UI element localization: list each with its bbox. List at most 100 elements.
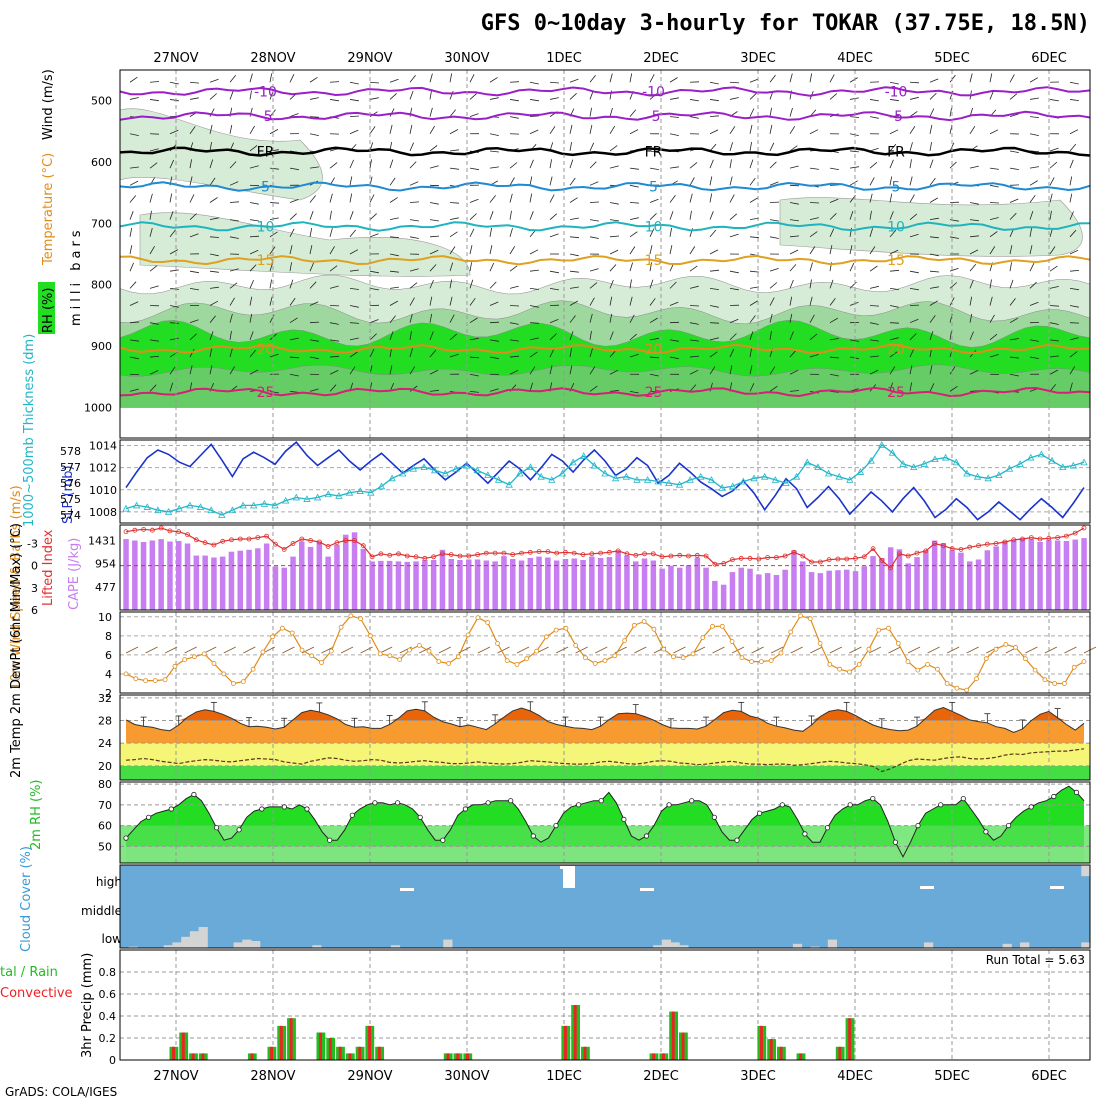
wind-barb — [1029, 339, 1039, 342]
wind-speed-point — [240, 679, 246, 684]
li-point — [976, 543, 981, 549]
li-point — [1020, 536, 1025, 542]
thickness-point — [835, 472, 843, 480]
wind-barb — [909, 81, 920, 84]
wind-barb — [509, 99, 519, 102]
wind-barb — [449, 246, 456, 255]
wind-barb — [669, 116, 680, 118]
cape-bar — [457, 560, 463, 610]
wind-barb — [209, 253, 219, 257]
thickness-point — [303, 495, 311, 502]
wind-barb — [969, 219, 979, 222]
wind-barb — [609, 235, 620, 238]
li-point — [905, 553, 911, 559]
wind-barb — [709, 211, 714, 220]
wind-barb — [949, 385, 958, 392]
wind-barb — [189, 270, 199, 274]
li-point — [352, 538, 357, 543]
wind10m-panel: 10m Wind Speed & Barbs (m/s) 2 4 6 8 10 — [9, 485, 1097, 700]
wind-barb — [709, 337, 719, 341]
wind-barb — [209, 286, 219, 289]
thickness-point — [484, 471, 492, 479]
wind-tick: 6 — [105, 649, 112, 662]
wind-barb — [169, 159, 175, 169]
wind-speed-point — [974, 676, 979, 682]
wind-barb — [129, 97, 139, 100]
wind-barb — [209, 108, 215, 117]
wind-barb — [1069, 270, 1080, 272]
wind-barb — [529, 159, 534, 169]
wind-barb — [169, 322, 180, 324]
wind-barb — [289, 317, 298, 324]
wind-barb — [1009, 150, 1019, 153]
wind-barb — [509, 285, 519, 289]
wind-barb — [389, 365, 393, 375]
isotherm-line — [119, 386, 1091, 398]
wind-speed-point — [504, 658, 510, 663]
cape-bar — [720, 584, 727, 610]
wind-barb — [789, 350, 797, 358]
cape-bar — [852, 571, 859, 610]
wind-barb — [989, 231, 998, 238]
wind-barb — [829, 74, 835, 83]
wind-barb — [309, 281, 317, 289]
wind-barb — [789, 369, 799, 375]
wind-barb — [469, 213, 477, 220]
wind-barb — [229, 75, 237, 83]
wind-barb — [223, 646, 236, 654]
isotherm-label: 20 — [257, 342, 275, 358]
wind-barb — [809, 73, 813, 83]
wind-barb — [769, 297, 775, 306]
wind-speed-point — [328, 648, 334, 654]
wind-barb — [509, 116, 519, 119]
wind-barb — [709, 129, 719, 135]
wind-barb — [449, 333, 458, 341]
isotherm-label: 25 — [887, 385, 905, 401]
wind-barb — [969, 165, 979, 169]
isotherm-label: 10 — [257, 219, 275, 235]
li-point — [642, 551, 647, 557]
li-point — [466, 553, 472, 559]
wind-barb — [249, 369, 259, 375]
precip-convective-bar — [289, 1018, 293, 1060]
wind-barb — [809, 231, 818, 238]
wind-barb — [869, 369, 879, 375]
total-rain-legend: tal / Rain — [0, 965, 58, 980]
wind-barb — [569, 253, 579, 257]
wind-speed-point — [661, 646, 667, 652]
wind-barb — [712, 646, 725, 654]
wind-barb — [289, 373, 299, 377]
wind-barb — [449, 202, 460, 204]
wind-barb — [889, 143, 897, 152]
precip-convective-bar — [181, 1032, 185, 1060]
thickness-point — [1016, 460, 1024, 467]
wind-barb — [909, 213, 918, 220]
cape-bar — [571, 558, 577, 610]
temp-band-green — [120, 765, 1090, 780]
wind-barb — [469, 390, 479, 393]
cape-bar — [193, 555, 200, 610]
cape-bar — [307, 546, 314, 610]
wind-barb — [1069, 143, 1077, 152]
cape-bar — [237, 550, 243, 610]
wind-barb — [409, 90, 414, 100]
wind-barb — [709, 269, 720, 272]
li-point — [607, 549, 612, 555]
wind-barb — [589, 124, 593, 134]
cape-bar — [782, 569, 788, 610]
wind-barb — [1009, 279, 1014, 289]
wind-barb — [749, 197, 758, 203]
cloud-sky — [120, 865, 1090, 948]
wind-barb — [929, 159, 934, 169]
precip-convective-bar — [328, 1038, 332, 1060]
wind-barb — [249, 145, 258, 152]
wind-barb — [329, 228, 333, 237]
wind-barb — [810, 646, 823, 654]
wind-barb — [469, 113, 479, 117]
cape-bar — [791, 550, 797, 610]
wind-barb — [229, 366, 235, 375]
wind-barb — [1009, 245, 1013, 255]
cape-bar — [931, 540, 938, 610]
thickness-point — [228, 506, 237, 514]
wind-speed-point — [622, 638, 627, 643]
